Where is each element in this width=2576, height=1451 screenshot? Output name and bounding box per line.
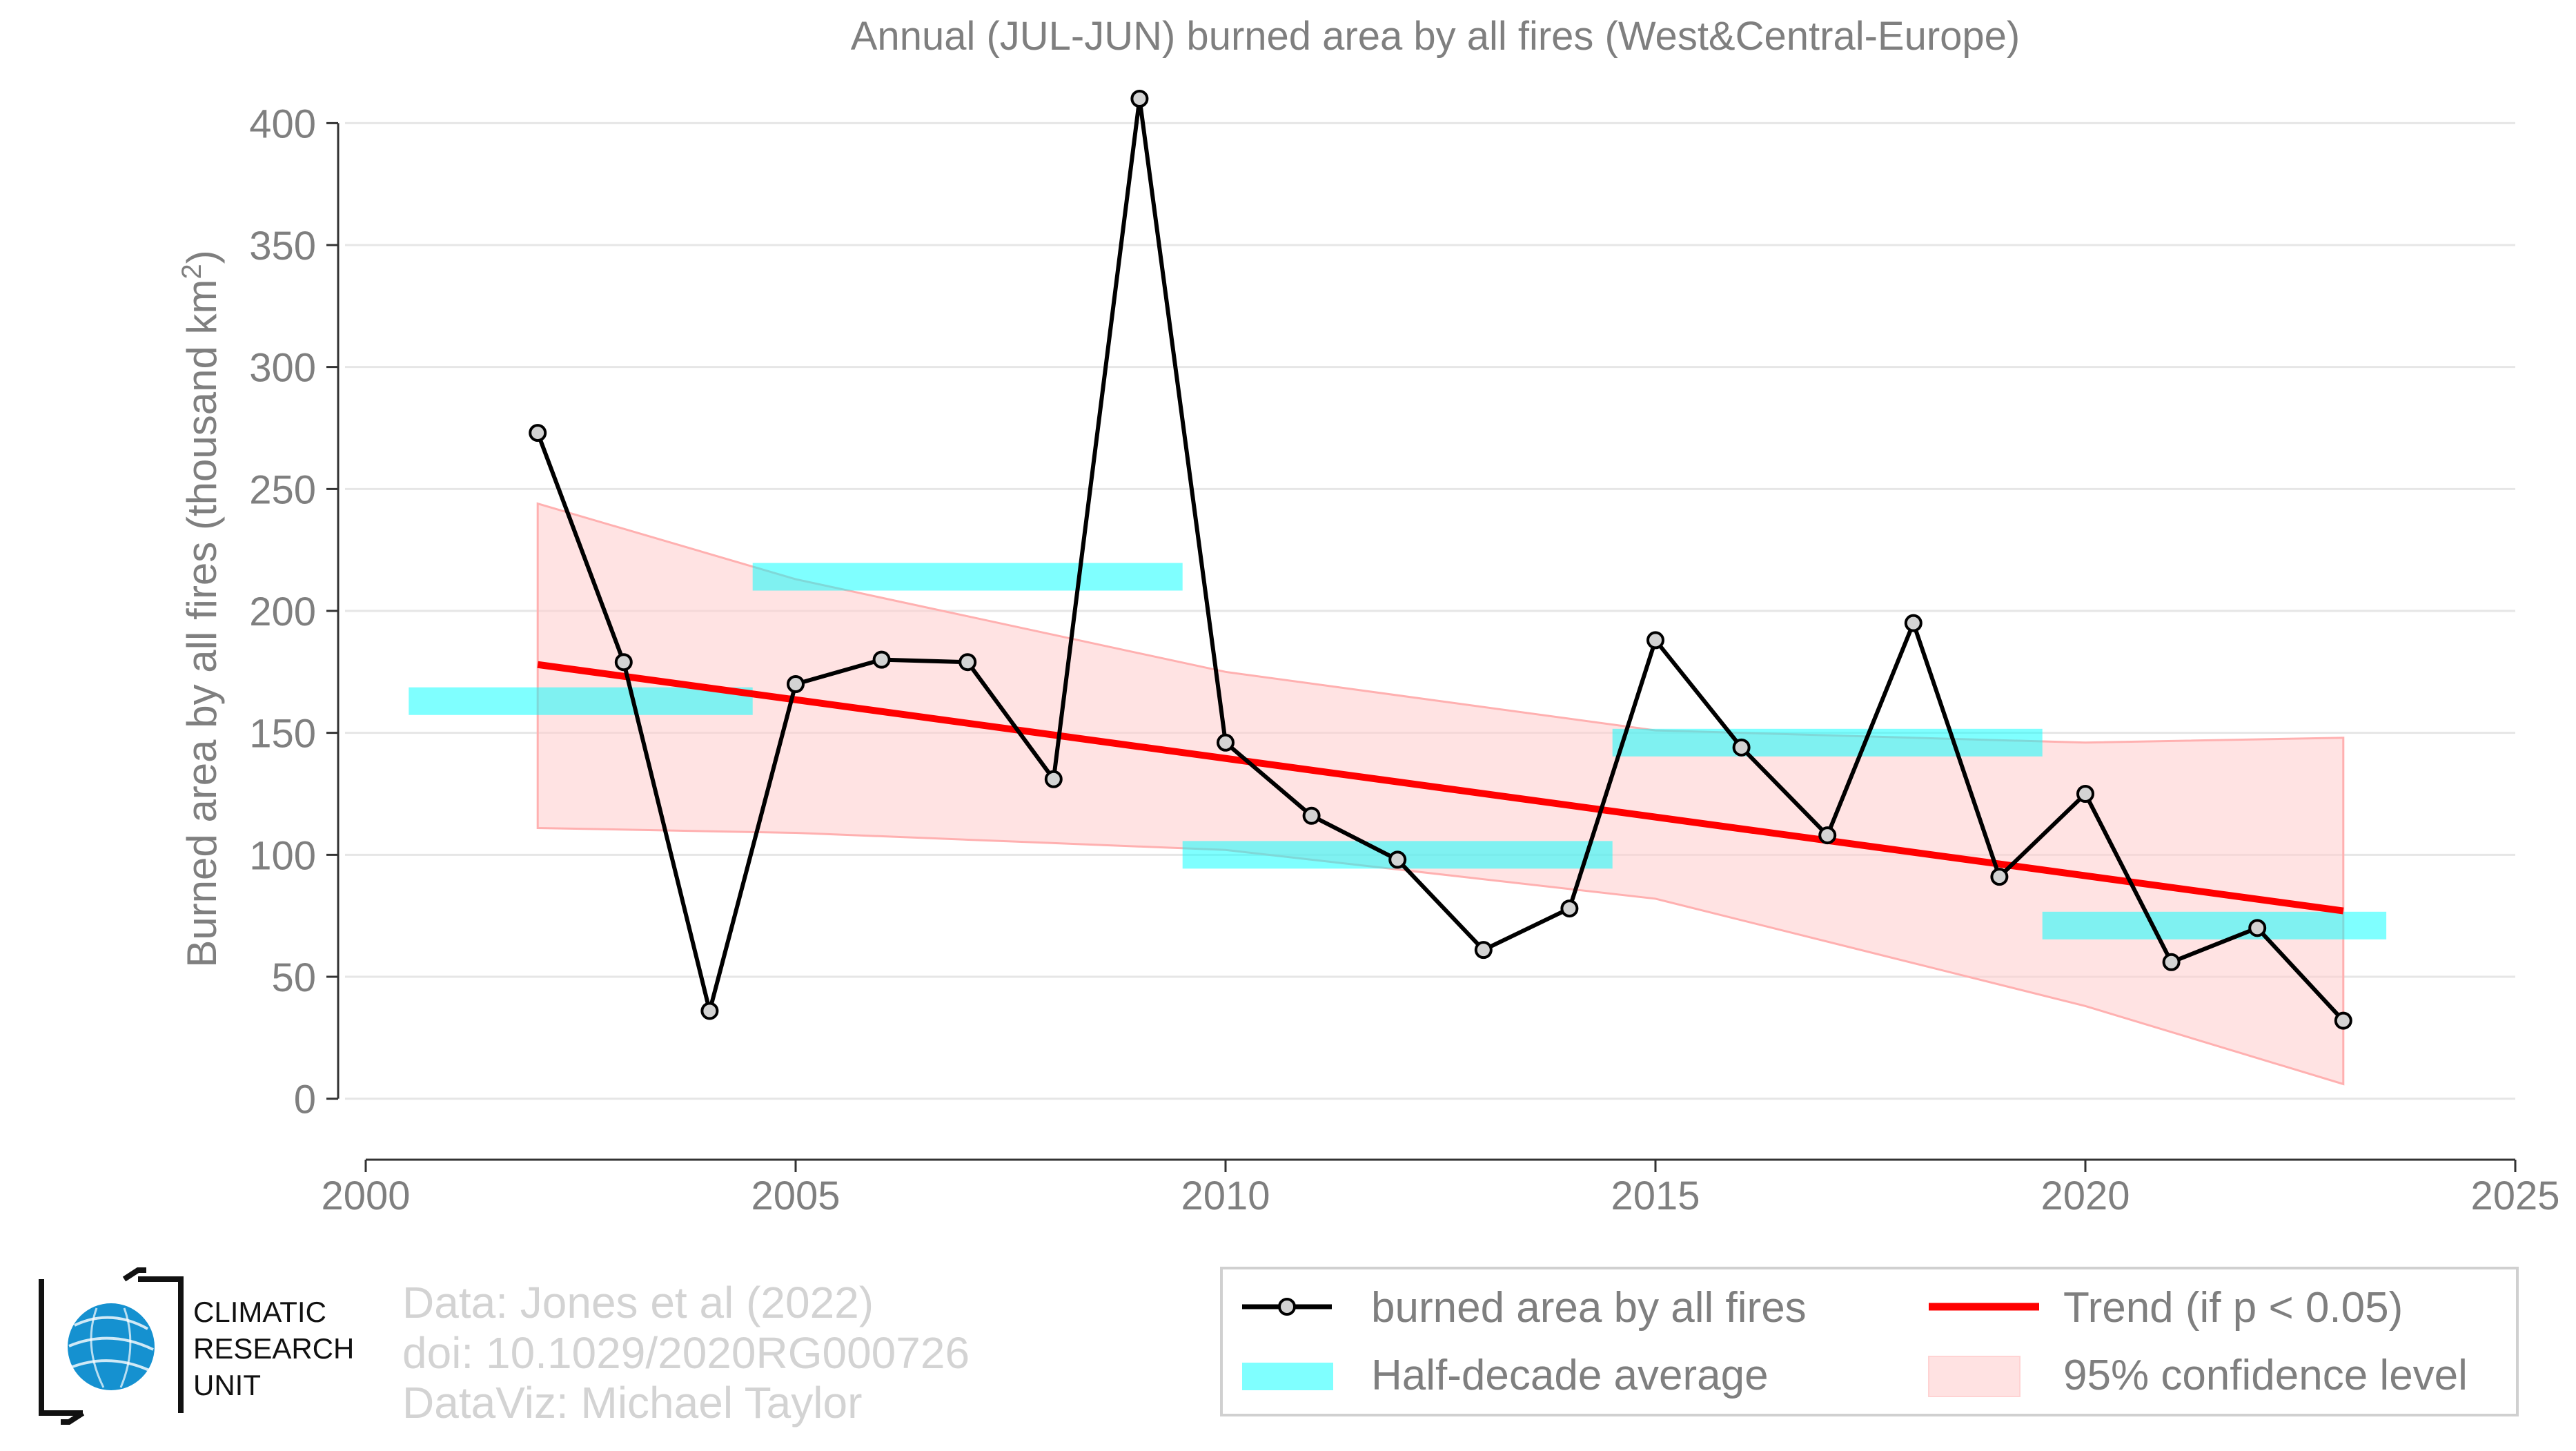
data-point-2013: [1474, 941, 1493, 960]
y-tick-label-350: 350: [249, 224, 316, 269]
legend-label-halfdecade: Half-decade average: [1371, 1352, 1769, 1399]
data-point-2018: [1904, 614, 1923, 632]
y-axis-label-sup: 2: [177, 264, 207, 279]
x-tick-label-2015: 2015: [1611, 1174, 1700, 1218]
logo-text-line1: CLIMATIC: [193, 1296, 326, 1328]
data-point-2022: [2248, 919, 2267, 937]
trend-line-segment: [537, 661, 2344, 915]
x-tick-label-2000: 2000: [321, 1174, 410, 1218]
x-tick-label-2010: 2010: [1181, 1174, 1270, 1218]
chart-title: Annual (JUL-JUN) burned area by all fire…: [851, 14, 2021, 59]
confidence-band: [536, 502, 2345, 1086]
y-axis-label-main: Burned area by all fires (thousand km: [179, 280, 225, 968]
legend-label-burned: burned area by all fires: [1371, 1284, 1807, 1332]
data-point-2003: [614, 653, 633, 672]
data-point-2011: [1302, 806, 1321, 825]
data-point-2004: [700, 1002, 719, 1020]
data-point-2006: [872, 650, 891, 669]
axes: 0 50 100 150 200 250 300 350 400 2000 2005 2010 2015…: [249, 101, 2559, 1218]
credit-data-source: Data: Jones et al (2022): [402, 1278, 874, 1327]
legend-label-confidence: 95% confidence level: [2063, 1352, 2468, 1399]
cru-logo: [39, 1267, 184, 1425]
y-tick-label-250: 250: [249, 467, 316, 512]
y-tick-label-300: 300: [249, 346, 316, 391]
data-point-2023: [2334, 1011, 2352, 1030]
half-decade-bar-4: [1612, 728, 2043, 757]
data-point-2021: [2162, 953, 2181, 971]
data-point-2019: [1990, 868, 2009, 886]
y-tick-label-50: 50: [271, 955, 316, 1000]
credit-doi: doi: 10.1029/2020RG000726: [402, 1328, 970, 1378]
logo-bracket-slash-bottom: [61, 1410, 85, 1425]
confidence-band-area: [536, 502, 2345, 1086]
logo-text-line2: RESEARCH: [193, 1332, 355, 1365]
data-point-2005: [787, 675, 805, 693]
x-tick-label-2025: 2025: [2470, 1174, 2559, 1218]
y-tick-label-0: 0: [294, 1078, 316, 1122]
data-point-2020: [2076, 785, 2094, 803]
x-tick-label-2020: 2020: [2041, 1174, 2130, 1218]
data-point-2016: [1732, 738, 1751, 757]
legend: burned area by all fires Trend (if p < 0…: [1220, 1267, 2519, 1416]
logo-bracket-left: [39, 1279, 83, 1416]
y-axis-label-end: ): [179, 250, 225, 264]
half-decade-bar-5: [2042, 911, 2387, 939]
half-decade-bars: [409, 563, 2387, 939]
y-tick-label-150: 150: [249, 712, 316, 757]
globe-icon: [68, 1303, 155, 1390]
half-decade-bar-2: [752, 563, 1183, 591]
credit-dataviz: DataViz: Michael Taylor: [402, 1378, 863, 1428]
legend-swatch-confidence: [1928, 1356, 2021, 1397]
data-point-2002: [529, 424, 547, 442]
half-decade-bar-1: [409, 687, 753, 715]
data-series: [529, 90, 2352, 1030]
y-tick-label-100: 100: [249, 833, 316, 878]
logo-bracket-right: [138, 1276, 184, 1413]
legend-box: [1220, 1267, 2519, 1416]
data-point-2008: [1044, 770, 1063, 788]
data-point-2012: [1388, 850, 1407, 869]
logo-bracket-slash-top: [122, 1267, 146, 1282]
x-tick-label-2005: 2005: [751, 1174, 840, 1218]
data-point-2015: [1646, 631, 1664, 650]
logo-text-line3: UNIT: [193, 1369, 261, 1401]
y-axis-label: Burned area by all fires (thousand km2): [177, 250, 225, 967]
y-tick-label-400: 400: [249, 101, 316, 146]
data-point-2007: [958, 653, 977, 672]
data-point-2017: [1818, 826, 1837, 845]
data-point-2010: [1217, 733, 1235, 752]
data-point-2009: [1130, 90, 1149, 108]
legend-label-trend: Trend (if p < 0.05): [2063, 1284, 2403, 1332]
trend-line: [537, 661, 2344, 915]
data-point-2014: [1560, 899, 1579, 918]
legend-swatch-halfdecade: [1242, 1363, 1333, 1390]
series-line-1: [535, 97, 2345, 1022]
legend-marker-burned: [1278, 1298, 1296, 1316]
y-tick-label-200: 200: [249, 590, 316, 634]
